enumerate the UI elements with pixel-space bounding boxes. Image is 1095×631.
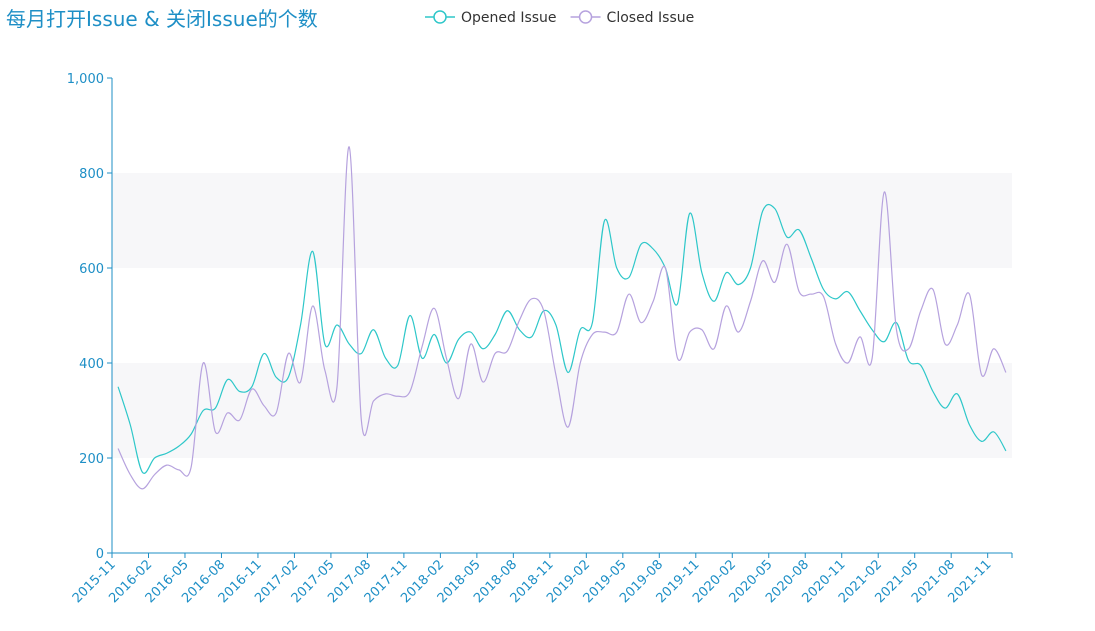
legend-item: Opened Issue xyxy=(425,10,557,26)
legend-label: Closed Issue xyxy=(607,10,695,26)
legend-label: Opened Issue xyxy=(461,10,557,26)
y-tick-label: 600 xyxy=(79,262,104,277)
series-line xyxy=(117,203,1007,474)
chart-title: 每月打开Issue & 关闭Issue的个数 xyxy=(6,7,318,31)
legend-marker xyxy=(578,10,593,24)
y-tick-label: 0 xyxy=(96,547,104,562)
y-tick-label: 800 xyxy=(79,167,104,182)
y-tick-label: 1,000 xyxy=(67,72,104,87)
legend-marker xyxy=(433,10,447,24)
series-line xyxy=(117,146,1007,490)
legend-item: Closed Issue xyxy=(570,10,695,26)
y-tick-label: 400 xyxy=(79,357,104,372)
y-tick-label: 200 xyxy=(79,452,104,467)
split-area xyxy=(112,173,1012,268)
